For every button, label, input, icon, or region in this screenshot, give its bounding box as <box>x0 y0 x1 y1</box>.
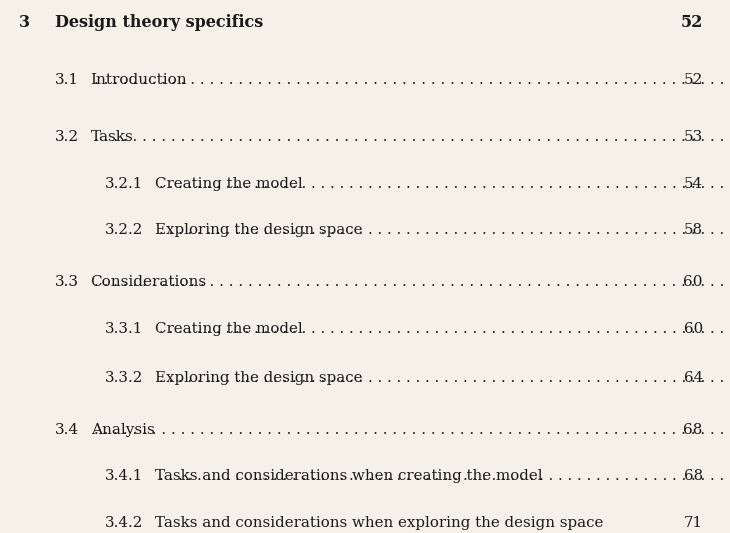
Text: 3.2: 3.2 <box>55 131 79 144</box>
Text: Creating the model: Creating the model <box>155 177 303 191</box>
Text: 3: 3 <box>18 14 30 31</box>
Text: 71: 71 <box>684 516 703 530</box>
Text: . . . . . . . . . . . . . . . . . . . . . . . . . . . . . . . . . . . . . . . . : . . . . . . . . . . . . . . . . . . . . … <box>159 177 730 191</box>
Text: . . . . . . . . . . . . . . . . . . . . . . . . . . . . . . . . . . . . . . . . : . . . . . . . . . . . . . . . . . . . . … <box>94 131 730 144</box>
Text: Design theory specifics: Design theory specifics <box>55 14 263 31</box>
Text: 3.1: 3.1 <box>55 74 79 87</box>
Text: 64: 64 <box>683 371 703 385</box>
Text: . . . . . . . . . . . . . . . . . . . . . . . . . . . . . . . . . . . . . . . . : . . . . . . . . . . . . . . . . . . . . … <box>159 322 730 336</box>
Text: 3.4.1: 3.4.1 <box>105 470 143 483</box>
Text: Creating the model: Creating the model <box>155 322 303 336</box>
Text: . . . . . . . . . . . . . . . . . . . . . . . . . . . . . . . . . . . . . . . . : . . . . . . . . . . . . . . . . . . . . … <box>94 423 730 437</box>
Text: 52: 52 <box>680 14 703 31</box>
Text: Introduction: Introduction <box>91 74 187 87</box>
Text: Tasks and considerations when exploring the design space: Tasks and considerations when exploring … <box>155 516 604 530</box>
Text: Considerations: Considerations <box>91 275 207 289</box>
Text: 68: 68 <box>683 470 703 483</box>
Text: . . . . . . . . . . . . . . . . . . . . . . . . . . . . . . . . . . . . . . . . : . . . . . . . . . . . . . . . . . . . . … <box>159 371 730 385</box>
Text: Exploring the design space: Exploring the design space <box>155 223 363 238</box>
Text: . . . . . . . . . . . . . . . . . . . . . . . . . . . . . . . . . . . . . . . . : . . . . . . . . . . . . . . . . . . . . … <box>94 74 730 87</box>
Text: . . . . . . . . . . . . . . . . . . . . . . . . . . . . . . . . . . . . . . . . : . . . . . . . . . . . . . . . . . . . . … <box>94 275 730 289</box>
Text: 52: 52 <box>683 74 703 87</box>
Text: 3.3: 3.3 <box>55 275 79 289</box>
Text: 53: 53 <box>683 131 703 144</box>
Text: . . . . . . . . . . . . . . . . . . . . . . . . . . . . . . . . . . . . . . . . : . . . . . . . . . . . . . . . . . . . . … <box>159 470 730 483</box>
Text: Tasks and considerations when creating the model: Tasks and considerations when creating t… <box>155 470 543 483</box>
Text: . . . . . . . . . . . . . . . . . . . . . . . . . . . . . . . . . . . . . . . . : . . . . . . . . . . . . . . . . . . . . … <box>159 516 730 530</box>
Text: 3.4.2: 3.4.2 <box>105 516 143 530</box>
Text: 54: 54 <box>684 177 703 191</box>
Text: 3.4: 3.4 <box>55 423 79 437</box>
Text: 3.3.1: 3.3.1 <box>105 322 143 336</box>
Text: 58: 58 <box>684 223 703 238</box>
Text: Tasks: Tasks <box>91 131 134 144</box>
Text: 3.2.2: 3.2.2 <box>105 223 143 238</box>
Text: Exploring the design space: Exploring the design space <box>155 371 363 385</box>
Text: Analysis: Analysis <box>91 423 154 437</box>
Text: 60: 60 <box>683 322 703 336</box>
Text: 68: 68 <box>683 423 703 437</box>
Text: . . . . . . . . . . . . . . . . . . . . . . . . . . . . . . . . . . . . . . . . : . . . . . . . . . . . . . . . . . . . . … <box>159 223 730 238</box>
Text: 3.2.1: 3.2.1 <box>105 177 143 191</box>
Text: 60: 60 <box>683 275 703 289</box>
Text: 3.3.2: 3.3.2 <box>105 371 143 385</box>
